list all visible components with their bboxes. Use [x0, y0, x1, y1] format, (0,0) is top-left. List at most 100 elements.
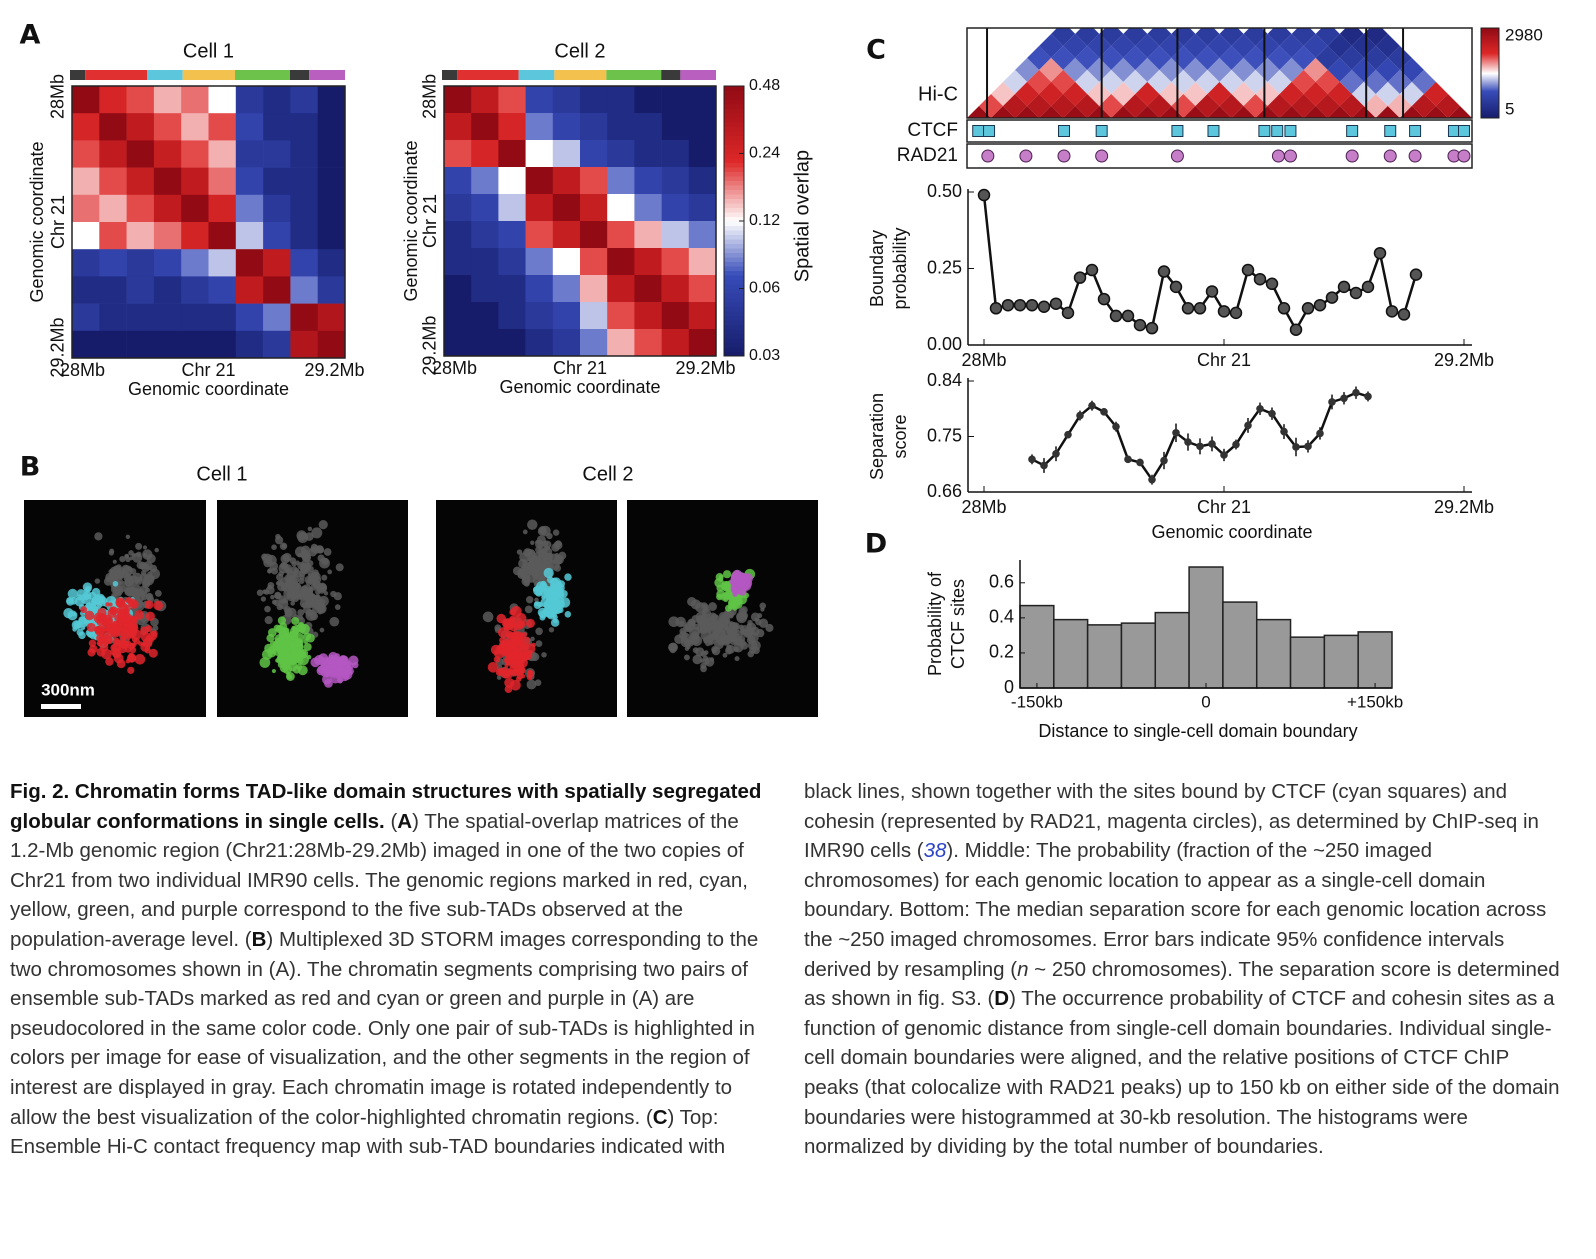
hic-cell	[1279, 33, 1304, 58]
colorbar-strip	[724, 158, 744, 163]
heatmap-cell	[688, 86, 717, 114]
hic-cell	[1111, 105, 1136, 118]
hic-map	[967, 28, 1472, 118]
image-blob	[678, 620, 685, 626]
heatmap-cell	[290, 249, 318, 277]
heatmap-cell	[290, 194, 318, 223]
y-axis-label: Boundary	[867, 230, 887, 307]
image-blob	[557, 600, 566, 608]
heatmap-cell	[317, 222, 346, 250]
image-blob	[303, 590, 314, 601]
hic-cell	[967, 105, 992, 118]
heatmap-cell	[661, 113, 690, 141]
hic-cell	[1087, 105, 1112, 118]
colorbar-strip	[724, 311, 744, 316]
colorbar-strip	[724, 302, 744, 307]
hic-cell	[1363, 69, 1388, 94]
heatmap-cell	[263, 86, 291, 114]
heatmap-cell	[208, 303, 237, 332]
image-blob	[115, 597, 126, 608]
caption-text: ) Multiplexed 3D STORM images correspond…	[10, 927, 759, 1129]
ctcf-site	[1346, 125, 1359, 137]
hic-cell	[1231, 33, 1256, 58]
caption-panel: B	[251, 927, 267, 951]
colorbar-strip	[1481, 94, 1499, 97]
colorbar-strip	[1481, 58, 1499, 61]
image-blob	[291, 589, 303, 600]
image-blob	[745, 626, 755, 636]
image-blob	[738, 624, 744, 630]
image-blob	[522, 636, 531, 645]
heatmap-cell	[688, 140, 717, 168]
data-point	[1157, 265, 1171, 278]
colorbar-strip	[1481, 42, 1499, 45]
image-blob	[321, 574, 328, 581]
image-blob	[535, 640, 543, 647]
hic-cell	[1243, 28, 1268, 46]
hic-cell	[1243, 69, 1268, 94]
colorbar-strip	[1481, 78, 1499, 81]
heatmap-cell	[471, 194, 499, 222]
data-point	[1001, 298, 1015, 312]
colorbar-strip	[1481, 114, 1499, 117]
hic-cell	[1231, 105, 1256, 118]
image-blob	[140, 626, 149, 635]
heatmap-cell	[208, 113, 237, 141]
hic-cell	[1303, 105, 1328, 118]
heatmap-cell	[153, 140, 182, 168]
image-blob	[299, 598, 309, 609]
rad21-site	[1345, 149, 1359, 163]
colorbar-strip	[1481, 102, 1499, 105]
image-blob	[117, 639, 124, 647]
heatmap-frame	[443, 85, 717, 357]
hic-cell	[1363, 45, 1388, 70]
heatmap-cell	[661, 86, 690, 114]
colorbar-strip	[724, 162, 744, 168]
data-point	[1349, 286, 1363, 300]
data-point	[1325, 291, 1339, 304]
colorbar-strip	[724, 275, 744, 280]
colorbar-strip	[1481, 28, 1499, 31]
heatmap-cell	[126, 276, 155, 304]
colorbar-strip	[724, 180, 744, 186]
heatmap-cell	[235, 222, 264, 250]
image-blob	[721, 592, 728, 599]
domain-bar	[606, 70, 662, 80]
colorbar-strip	[724, 221, 744, 226]
heatmap-cell	[580, 113, 608, 141]
image-blob	[290, 601, 295, 606]
ctcf-site	[1271, 125, 1284, 137]
image-blob	[550, 586, 557, 593]
image-blob	[759, 602, 767, 610]
image-blob	[560, 590, 568, 598]
heatmap-cell	[290, 113, 318, 141]
image-blob	[516, 673, 524, 680]
colorbar-tick-label: 5	[1505, 99, 1514, 118]
heatmap-cell	[552, 329, 581, 357]
hic-cell	[1123, 45, 1148, 70]
image-blob	[125, 556, 131, 563]
hic-cell	[1063, 81, 1088, 106]
colorbar-strip	[724, 297, 744, 303]
image-blob	[105, 657, 114, 666]
y-tick-label: Chr 21	[48, 195, 68, 249]
data-point	[1316, 429, 1324, 438]
image-blob	[723, 584, 730, 591]
heatmap-cell	[634, 221, 662, 249]
hic-cell	[1135, 105, 1160, 118]
image-blob	[277, 647, 284, 654]
hic-label: Hi-C	[918, 83, 958, 105]
heatmap-cell	[153, 86, 182, 114]
heatmap-cell	[235, 86, 264, 114]
heatmap-cell	[72, 249, 100, 277]
heatmap-cell	[688, 221, 717, 249]
colorbar-strip	[724, 243, 744, 249]
hic-cell	[1111, 81, 1136, 106]
hic-cell	[1075, 93, 1100, 118]
colorbar-tick-label: 0.12	[749, 212, 780, 229]
heatmap-cell	[444, 140, 472, 168]
image-blob	[752, 646, 760, 655]
image-blob	[539, 610, 548, 619]
y-axis-label: Genomic coordinate	[401, 140, 421, 301]
hic-cell	[1363, 28, 1388, 46]
